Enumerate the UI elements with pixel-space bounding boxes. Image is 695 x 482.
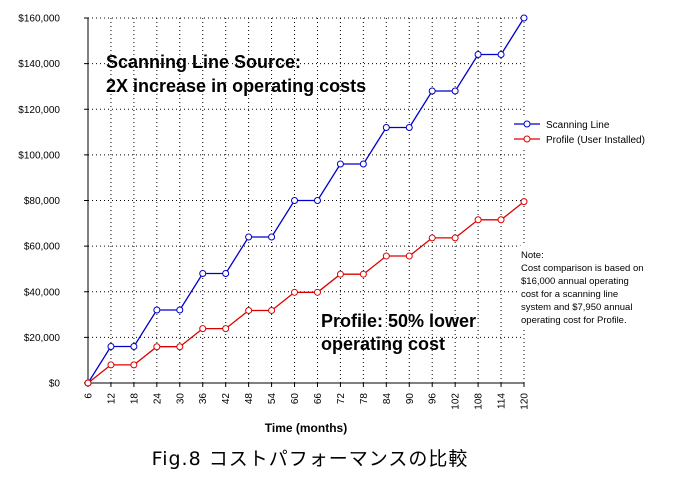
data-point-scanning-line (176, 306, 184, 314)
y-tick-label: $80,000 (24, 196, 61, 207)
data-point-profile (222, 325, 230, 333)
data-point-scanning-line (474, 51, 482, 58)
x-tick-label: 120 (520, 393, 531, 410)
data-point-profile (382, 252, 390, 260)
series-lines (84, 14, 528, 387)
data-point-scanning-line (336, 160, 344, 168)
note-line-6: operating cost for Profile. (521, 315, 627, 326)
x-tick-label: 12 (106, 393, 117, 405)
data-point-profile (313, 288, 321, 296)
y-tick-label: $0 (49, 379, 61, 390)
x-tick-label: 108 (474, 393, 485, 410)
x-tick-label: 54 (267, 393, 278, 405)
legend-marker-scanning-line (523, 120, 531, 128)
data-point-scanning-line (451, 87, 459, 95)
x-tick-label: 78 (359, 393, 370, 405)
data-point-profile (107, 361, 115, 369)
note-line-1: Note: (521, 250, 544, 261)
x-tick-label: 72 (336, 393, 347, 405)
data-point-scanning-line (153, 306, 161, 314)
data-point-profile (497, 216, 505, 224)
data-point-profile (268, 306, 276, 314)
data-point-profile (130, 361, 138, 369)
x-tick-label: 84 (382, 393, 393, 405)
data-point-scanning-line (245, 233, 253, 241)
y-tick-label: $160,000 (18, 14, 60, 25)
x-tick-label: 48 (244, 393, 255, 405)
profile-annotation-line-1: Profile: 50% lower (321, 311, 476, 331)
y-axis-ticks: $0 $20,000 $40,000 $60,000 $80,000 $100,000 $1… (18, 14, 88, 390)
series-line-scanning-line (87, 17, 525, 384)
note-line-2: Cost comparison is based on (521, 263, 644, 274)
note-line-5: system and $7,950 annual (521, 302, 632, 313)
data-point-profile (336, 270, 344, 278)
figure-caption: Fig.8 コストパフォーマンスの比較 (151, 448, 469, 470)
data-point-scanning-line (359, 160, 367, 168)
data-point-scanning-line (428, 87, 436, 95)
scanning-line-annotation-line-2: 2X increase in operating costs (106, 76, 366, 96)
legend-label-profile: Profile (User Installed) (546, 135, 645, 146)
legend: Scanning Line Profile (User Installed) (510, 115, 662, 150)
data-point-scanning-line (291, 197, 299, 204)
x-tick-label: 36 (198, 393, 209, 405)
data-point-scanning-line (199, 270, 207, 277)
note-line-4: cost for a scanning line (521, 289, 618, 300)
data-point-profile (520, 198, 528, 206)
data-point-profile (84, 379, 92, 387)
data-point-profile (359, 270, 367, 278)
data-point-profile (176, 343, 184, 351)
y-tick-label: $20,000 (24, 333, 61, 344)
note-line-3: $16,000 annual operating (521, 276, 629, 287)
data-point-profile (405, 252, 413, 260)
x-tick-label: 6 (84, 393, 95, 399)
data-point-scanning-line (130, 343, 138, 350)
scanning-line-annotation-line-1: Scanning Line Source: (106, 52, 301, 72)
x-tick-label: 114 (497, 393, 508, 409)
data-point-scanning-line (107, 343, 115, 350)
x-tick-label: 18 (129, 393, 140, 405)
x-tick-label: 60 (290, 393, 301, 405)
data-point-scanning-line (405, 124, 413, 131)
data-point-profile (474, 216, 482, 224)
y-tick-label: $100,000 (18, 150, 60, 161)
profile-annotation-line-2: operating cost (321, 334, 445, 354)
legend-marker-profile (523, 135, 531, 143)
data-point-scanning-line (497, 51, 505, 58)
y-tick-label: $60,000 (24, 242, 61, 253)
data-point-scanning-line (222, 270, 230, 277)
x-tick-label: 42 (221, 393, 232, 405)
data-point-profile (451, 234, 459, 242)
data-point-scanning-line (382, 124, 390, 131)
x-tick-label: 90 (405, 393, 416, 405)
x-axis-ticks: 6 12 18 24 30 36 42 48 54 60 66 72 78 84 90 96 102 108 114… (84, 383, 531, 410)
x-tick-label: 30 (175, 393, 186, 405)
data-point-profile (153, 343, 161, 351)
grid (88, 17, 525, 383)
data-point-profile (199, 325, 207, 333)
x-axis-label: Time (months) (265, 421, 347, 435)
data-point-profile (245, 306, 253, 314)
series-line-profile (87, 201, 525, 384)
data-point-profile (291, 288, 299, 296)
x-tick-label: 102 (451, 393, 462, 410)
data-point-scanning-line (520, 14, 528, 22)
note: Note: Cost comparison is based on $16,00… (517, 246, 667, 330)
legend-label-scanning-line: Scanning Line (546, 120, 610, 131)
x-tick-label: 24 (152, 393, 163, 405)
x-tick-label: 96 (428, 393, 439, 405)
data-point-scanning-line (313, 197, 321, 204)
x-tick-label: 66 (313, 393, 324, 405)
y-tick-label: $120,000 (18, 105, 60, 116)
y-tick-label: $40,000 (24, 287, 61, 298)
data-point-profile (428, 234, 436, 242)
cost-comparison-chart: $0 $20,000 $40,000 $60,000 $80,000 $100,000 $1… (18, 13, 667, 435)
y-tick-label: $140,000 (18, 59, 60, 70)
data-point-scanning-line (268, 233, 276, 241)
